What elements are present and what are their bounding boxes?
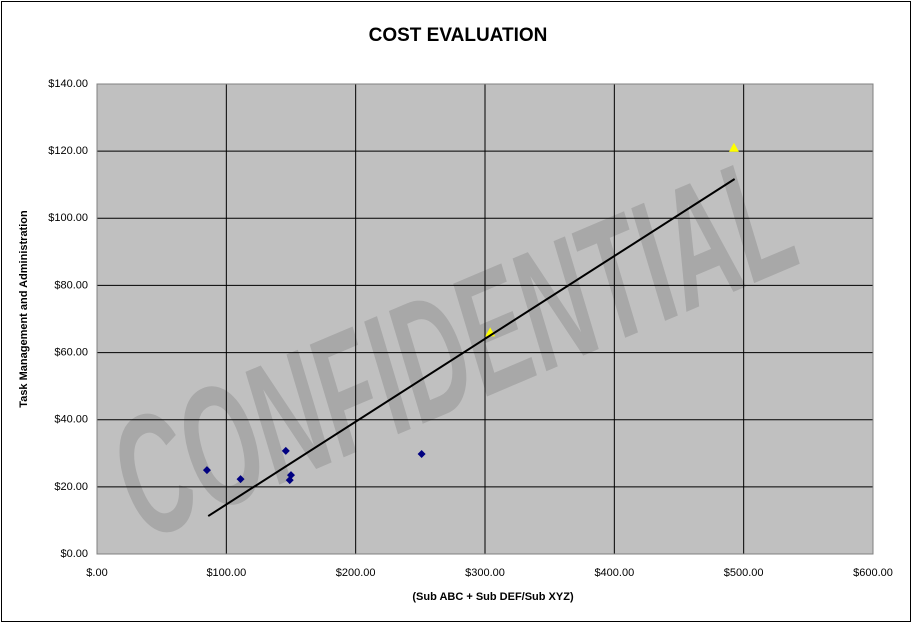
x-tick-label: $.00 (86, 567, 107, 579)
y-tick-label: $60.00 (54, 346, 88, 358)
chart-title: COST EVALUATION (369, 25, 548, 46)
point (202, 466, 211, 475)
y-tick-label: $140.00 (48, 78, 88, 90)
y-tick-label: $80.00 (54, 279, 88, 291)
x-tick-label: $500.00 (724, 567, 764, 579)
x-axis-label: (Sub ABC + Sub DEF/Sub XYZ) (412, 591, 574, 603)
point (285, 476, 294, 485)
point (236, 475, 245, 484)
x-tick-label: $400.00 (594, 567, 634, 579)
x-tick-label: $300.00 (465, 567, 505, 579)
y-tick-label: $100.00 (48, 212, 88, 224)
y-axis-label: Task Management and Administration (18, 210, 30, 408)
y-tick-label: $20.00 (54, 481, 88, 493)
y-tick-label: $40.00 (54, 414, 88, 426)
y-tick-label: $120.00 (48, 145, 88, 157)
plot-frame (96, 83, 874, 555)
x-tick-label: $600.00 (853, 567, 893, 579)
point (728, 142, 739, 152)
x-tick-label: $100.00 (206, 567, 246, 579)
point (281, 446, 290, 455)
point (417, 449, 426, 458)
trendline (207, 178, 736, 517)
x-tick-label: $200.00 (336, 567, 376, 579)
y-tick-label: $0.00 (60, 548, 88, 560)
